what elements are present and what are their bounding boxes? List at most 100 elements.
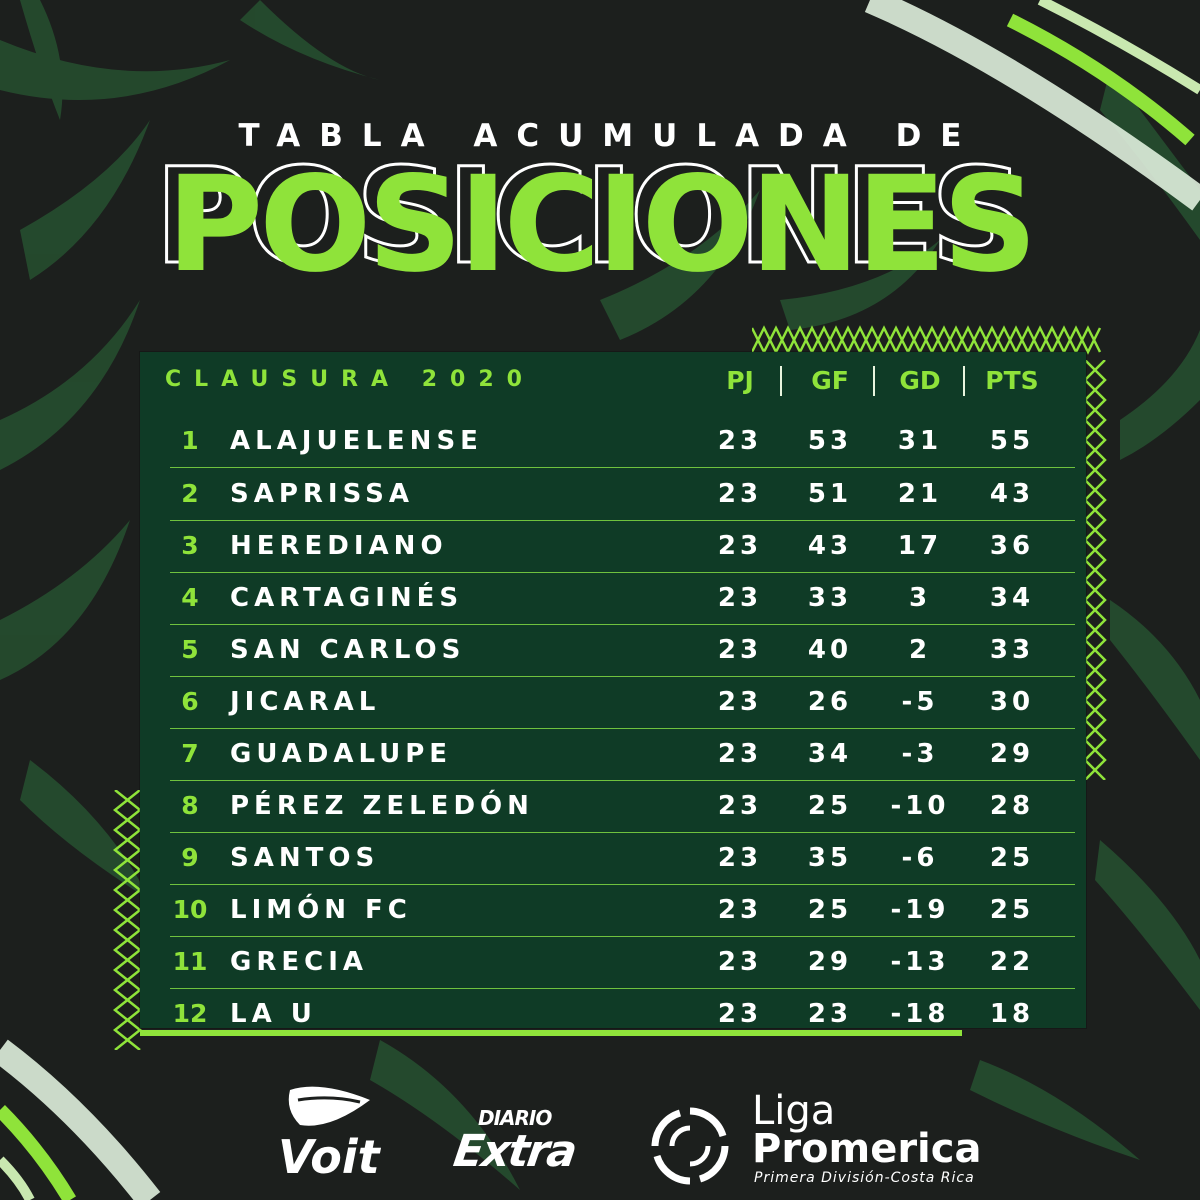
diario-logo-top: DIARIO xyxy=(478,1106,552,1130)
row-gf: 25 xyxy=(807,791,853,821)
column-separator xyxy=(780,366,782,396)
liga-logo-line2: Promerica xyxy=(752,1126,982,1172)
row-pts: 18 xyxy=(989,999,1035,1029)
row-team: SANTOS xyxy=(230,843,380,873)
row-pj: 23 xyxy=(717,999,763,1029)
row-gf: 51 xyxy=(807,479,853,509)
row-gf: 34 xyxy=(807,739,853,769)
row-team: GRECIA xyxy=(230,947,368,977)
table-row: 10 LIMÓN FC 23 25 -19 25 xyxy=(170,885,1075,938)
row-position: 6 xyxy=(181,687,199,716)
row-gd: -6 xyxy=(901,843,939,873)
row-pts: 25 xyxy=(989,843,1035,873)
column-header-gf: GF xyxy=(811,366,849,395)
panel-accent-line xyxy=(140,1030,962,1036)
row-gf: 33 xyxy=(807,583,853,613)
liga-logo-line3: Primera División-Costa Rica xyxy=(754,1170,975,1186)
row-gf: 35 xyxy=(807,843,853,873)
row-divider xyxy=(170,572,1075,573)
row-pts: 30 xyxy=(989,687,1035,717)
net-decoration-left xyxy=(112,790,143,1050)
row-gd: 31 xyxy=(897,426,943,456)
title-main-outline: POSICIONES xyxy=(153,140,1027,294)
row-divider xyxy=(170,520,1075,521)
row-pts: 22 xyxy=(989,947,1035,977)
table-row: 8 PÉREZ ZELEDÓN 23 25 -10 28 xyxy=(170,781,1075,834)
row-position: 10 xyxy=(172,895,208,924)
column-header-pts: PTS xyxy=(985,366,1039,395)
table-row: 11 GRECIA 23 29 -13 22 xyxy=(170,937,1075,990)
row-divider xyxy=(170,936,1075,937)
row-position: 2 xyxy=(181,479,199,508)
sponsor-logo-graphics xyxy=(288,1086,729,1185)
row-divider xyxy=(170,780,1075,781)
row-gf: 29 xyxy=(807,947,853,977)
table-row: 2 SAPRISSA 23 51 21 43 xyxy=(170,469,1075,522)
row-gd: -5 xyxy=(901,687,939,717)
standings-panel xyxy=(140,352,1086,1028)
row-gf: 26 xyxy=(807,687,853,717)
row-team: LIMÓN FC xyxy=(230,895,412,925)
row-position: 12 xyxy=(172,999,208,1028)
row-pj: 23 xyxy=(717,739,763,769)
table-row: 1 ALAJUELENSE 23 53 31 55 xyxy=(170,416,1075,469)
row-pts: 55 xyxy=(989,426,1035,456)
table-row: 6 JICARAL 23 26 -5 30 xyxy=(170,677,1075,730)
row-pj: 23 xyxy=(717,531,763,561)
net-decoration-top xyxy=(752,325,1102,355)
liga-swirl-icon xyxy=(651,1107,729,1185)
row-team: CARTAGINÉS xyxy=(230,583,464,613)
row-team: PÉREZ ZELEDÓN xyxy=(230,791,534,821)
row-team: SAN CARLOS xyxy=(230,635,466,665)
row-pj: 23 xyxy=(717,583,763,613)
row-position: 1 xyxy=(181,426,199,455)
row-gd: 17 xyxy=(897,531,943,561)
row-gd: 3 xyxy=(908,583,932,613)
row-gd: -19 xyxy=(890,895,950,925)
row-divider xyxy=(170,832,1075,833)
row-position: 8 xyxy=(181,791,199,820)
net-decoration-right xyxy=(1083,360,1107,780)
row-divider xyxy=(170,676,1075,677)
row-pts: 34 xyxy=(989,583,1035,613)
row-gd: -13 xyxy=(890,947,950,977)
row-team: ALAJUELENSE xyxy=(230,426,483,456)
row-pj: 23 xyxy=(717,687,763,717)
title-main-fill: POSICIONES xyxy=(166,148,1037,302)
liga-logo-line1: Liga xyxy=(752,1088,836,1134)
row-divider xyxy=(170,624,1075,625)
row-divider xyxy=(170,988,1075,989)
row-pj: 23 xyxy=(717,791,763,821)
row-gf: 25 xyxy=(807,895,853,925)
row-position: 11 xyxy=(172,947,208,976)
row-position: 5 xyxy=(181,635,199,664)
row-pts: 43 xyxy=(989,479,1035,509)
row-position: 9 xyxy=(181,843,199,872)
row-gd: -3 xyxy=(901,739,939,769)
table-row: 3 HEREDIANO 23 43 17 36 xyxy=(170,521,1075,574)
row-gf: 23 xyxy=(807,999,853,1029)
table-row: 5 SAN CARLOS 23 40 2 33 xyxy=(170,625,1075,678)
season-label: CLAUSURA 2020 xyxy=(165,367,535,392)
row-team: GUADALUPE xyxy=(230,739,453,769)
row-gf: 53 xyxy=(807,426,853,456)
column-separator xyxy=(963,366,965,396)
row-pts: 29 xyxy=(989,739,1035,769)
voit-logo-text: Voit xyxy=(278,1130,380,1184)
row-divider xyxy=(170,467,1075,468)
row-pts: 28 xyxy=(989,791,1035,821)
row-pj: 23 xyxy=(717,479,763,509)
row-gd: -18 xyxy=(890,999,950,1029)
table-row: 4 CARTAGINÉS 23 33 3 34 xyxy=(170,573,1075,626)
row-team: HEREDIANO xyxy=(230,531,448,561)
column-separator xyxy=(873,366,875,396)
row-pj: 23 xyxy=(717,895,763,925)
row-position: 4 xyxy=(181,583,199,612)
row-divider xyxy=(170,884,1075,885)
row-position: 7 xyxy=(181,739,199,768)
row-gd: -10 xyxy=(890,791,950,821)
row-pj: 23 xyxy=(717,947,763,977)
row-team: LA U xyxy=(230,999,317,1029)
table-row: 7 GUADALUPE 23 34 -3 29 xyxy=(170,729,1075,782)
